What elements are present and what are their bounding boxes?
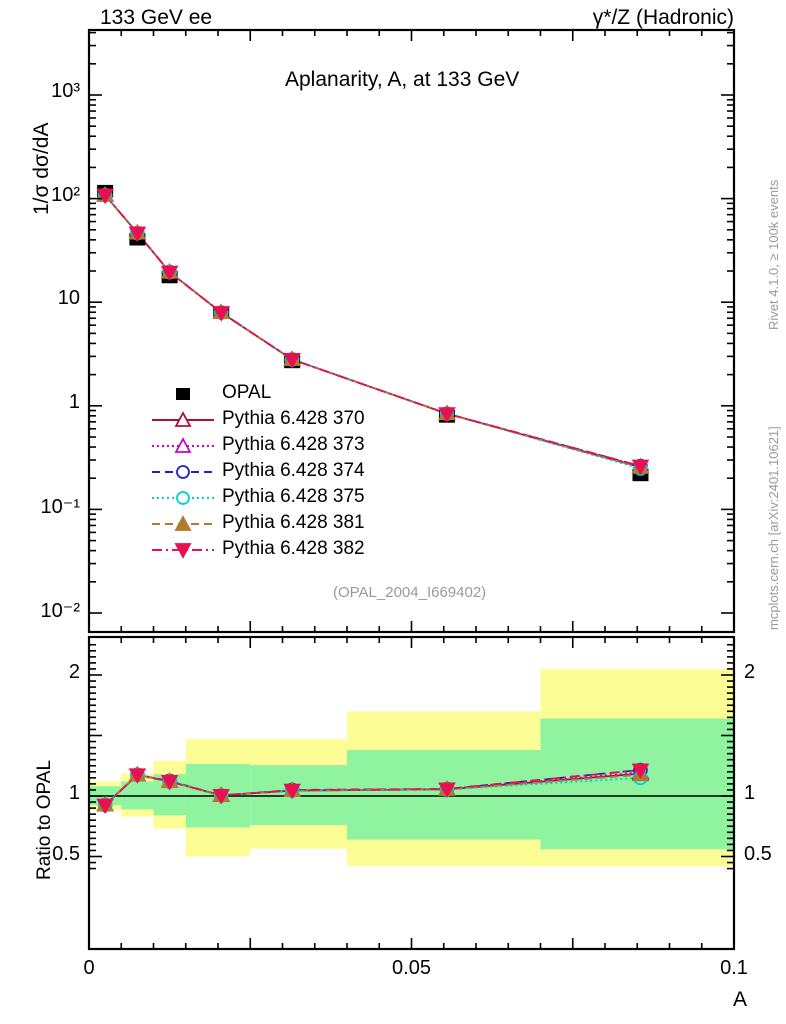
ratio-y-tick-label: 2 (68, 661, 80, 683)
legend-key (150, 537, 216, 563)
legend-key-swatch (152, 515, 214, 531)
legend-key (150, 407, 216, 433)
data-marker (438, 782, 456, 799)
legend-entry-label: Pythia 6.428 382 (222, 538, 365, 559)
legend-marker (176, 491, 190, 505)
plot-title: Aplanarity, A, at 133 GeV (285, 68, 520, 91)
legend-key (150, 511, 216, 537)
legend-marker (174, 543, 192, 559)
main-y-tick-label: 1 (68, 390, 80, 413)
data-marker (438, 407, 456, 423)
legend-key-swatch (152, 411, 214, 427)
legend-key (150, 459, 216, 485)
data-marker (160, 265, 179, 282)
legend-key-swatch (152, 465, 214, 479)
legend-key-swatch (152, 437, 214, 453)
x-tick-label: 0.1 (720, 957, 748, 979)
data-marker (128, 768, 147, 784)
data-marker (160, 775, 179, 791)
data-marker (212, 306, 231, 322)
main-series-group (96, 184, 650, 482)
main-y-tick-label: 10 (57, 287, 80, 310)
data-marker (283, 783, 301, 800)
data-marker (212, 788, 231, 805)
main-y-tick-label: 10³ (51, 80, 80, 102)
main-y-tick-label: 10⁻² (40, 600, 80, 622)
ratio-series-group (96, 762, 650, 815)
legend-entry-label: Pythia 6.428 370 (222, 408, 365, 429)
main-y-tick-label: 10² (51, 183, 80, 206)
legend-key (150, 381, 216, 407)
data-marker (96, 188, 114, 205)
ratio-y-tick-label: 0.5 (52, 842, 80, 865)
analysis-id-watermark: (OPAL_2004_I669402) (333, 584, 487, 601)
x-axis-label: A (733, 988, 748, 1011)
legend-marker (176, 465, 190, 479)
legend-entry-label: Pythia 6.428 375 (222, 486, 365, 507)
legend-key-swatch (152, 543, 214, 559)
data-marker (631, 459, 650, 476)
legend-key (150, 433, 216, 459)
ratio-y-tick-label-right: 0.5 (744, 842, 772, 865)
x-tick-label: 0 (83, 957, 95, 979)
ratio-y-tick-label-right: 2 (744, 661, 756, 683)
legend-entry-label: OPAL (222, 382, 272, 403)
legend-entry-label: Pythia 6.428 381 (222, 512, 365, 533)
data-marker (283, 353, 301, 369)
ratio-y-tick-label-right: 1 (744, 782, 756, 804)
data-marker (96, 798, 114, 815)
x-tick-label: 0.05 (392, 957, 431, 979)
data-marker (631, 763, 650, 780)
legend-marker (176, 388, 190, 400)
data-marker (128, 226, 147, 243)
legend-key (150, 485, 216, 511)
legend-marker (174, 411, 192, 427)
legend-marker (174, 515, 192, 531)
header-left-label: 133 GeV ee (100, 6, 213, 29)
legend-key-swatch (176, 388, 190, 400)
legend-marker (174, 437, 192, 453)
ratio-y-tick-label: 1 (68, 782, 80, 804)
legend-key-swatch (152, 491, 214, 505)
legend-entry-label: Pythia 6.428 373 (222, 434, 365, 455)
main-y-tick-label: 10⁻¹ (40, 496, 80, 519)
legend-entry-label: Pythia 6.428 374 (222, 460, 365, 481)
header-right-label: γ*/Z (Hadronic) (592, 6, 734, 29)
